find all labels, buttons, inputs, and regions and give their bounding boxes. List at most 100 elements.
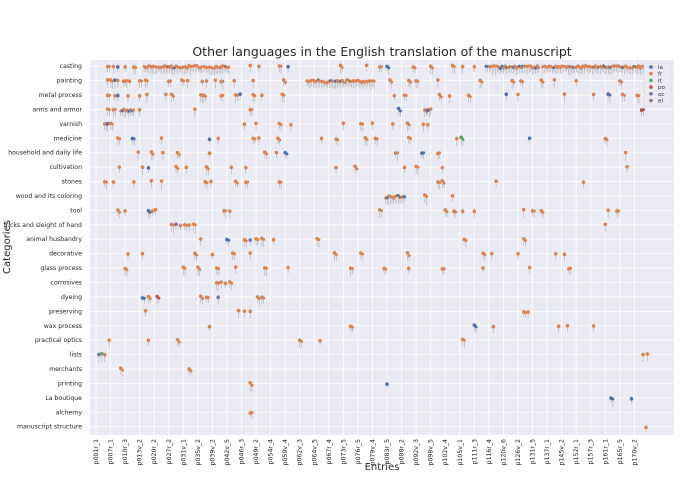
y-tick-label: dyeing [61,294,82,301]
data-point [102,352,107,357]
y-tick-label: practical optics [35,337,82,344]
data-point [143,308,148,313]
data-point [149,178,154,183]
y-tick-label: painting [57,78,82,85]
x-tick-label: p126v_2 [515,439,522,465]
x-tick-label: p170v_2 [631,439,638,465]
data-point [235,181,239,185]
data-point [121,368,125,372]
data-point [235,93,239,97]
data-point [283,80,287,84]
data-point [569,266,573,270]
data-point [228,209,232,214]
data-point [232,78,237,83]
x-tick-label: p165r_5 [617,439,624,464]
data-point [460,209,465,214]
data-point [464,238,468,242]
data-point [480,80,484,84]
data-point [516,252,520,256]
data-point [107,108,111,112]
data-point [396,151,400,155]
data-point [198,268,202,272]
data-point [248,309,253,314]
data-point [142,296,146,300]
data-point [256,238,260,242]
grid [90,60,674,435]
data-point [253,94,257,98]
data-point [541,80,545,84]
legend-marker [649,71,653,76]
x-tick-label: p157r_3 [588,439,595,464]
data-point [248,238,253,242]
data-point [187,223,191,227]
data-point [229,165,234,170]
data-point [171,94,175,98]
data-point [198,237,203,241]
data-point [436,78,440,82]
data-point [392,93,397,98]
plot-area [90,60,674,435]
data-point [409,80,413,84]
data-point [552,77,557,82]
data-point [524,311,528,315]
x-tick-label: p042v_5 [224,439,231,465]
data-point [146,166,151,170]
data-point [442,181,446,185]
data-point [193,223,197,227]
dense-point [579,66,583,70]
data-point [146,338,151,343]
data-point [591,92,596,97]
x-tick-label: p039v_2 [209,439,216,465]
data-point [274,150,279,155]
legend-label: el [658,99,663,105]
data-point [236,308,241,313]
y-tick-label: corrosives [51,280,82,287]
data-point [556,324,561,329]
data-point [407,254,411,258]
data-point [620,80,624,84]
data-point [171,223,175,227]
data-point [205,181,209,185]
data-point [157,296,161,300]
dense-point [498,67,502,71]
dense-point [169,64,173,68]
data-point [481,266,485,270]
data-point [440,165,445,170]
data-point [116,78,120,83]
x-tick-label: p145v_2 [559,439,566,465]
x-tick-label: p161r_1 [602,439,609,464]
legend-marker [649,65,653,69]
data-point [442,267,446,271]
data-point [398,109,402,113]
x-tick-labels: p001r_1 p007r_1 p010r_3 p013v_2 p020r_2 p027r… [93,439,638,466]
data-point [459,135,464,140]
data-point [625,164,629,169]
data-point [491,324,496,329]
data-point [271,238,276,242]
data-point [380,65,384,69]
data-point [125,79,129,83]
x-tick-label: p079v_4 [369,439,376,465]
dense-point [637,64,641,68]
data-point [644,425,648,430]
y-tick-label: printing [58,380,82,387]
data-point [405,250,410,255]
data-point [562,252,567,257]
x-tick-label: p001r_1 [93,439,100,464]
data-point [177,340,181,344]
data-point [603,222,608,227]
data-point [217,267,221,271]
data-point [437,92,442,97]
data-point [455,136,459,141]
data-marks [97,63,650,432]
y-tick-label: metal process [38,92,82,99]
data-point [425,123,430,127]
data-point [474,325,478,329]
data-point [219,280,223,284]
data-point [532,209,536,213]
data-point [207,137,212,142]
y-tick-label: wax process [44,323,82,330]
data-point [113,107,117,111]
data-point [132,180,136,184]
data-point [262,237,266,241]
